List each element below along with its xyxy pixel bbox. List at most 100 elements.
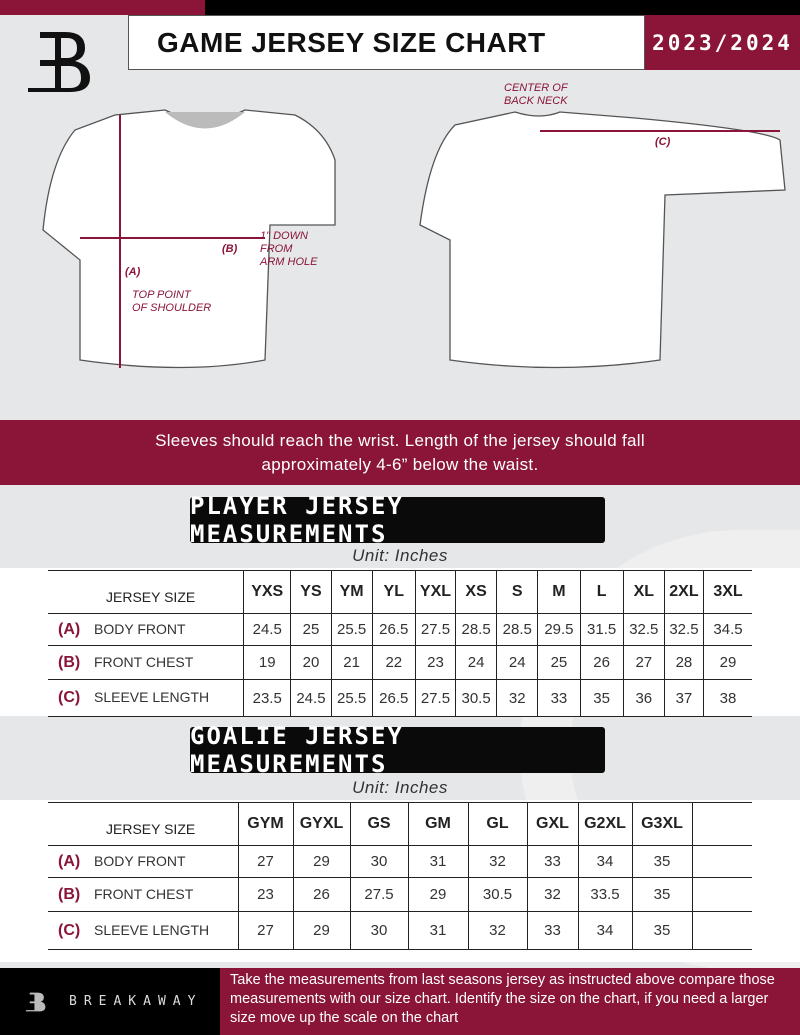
size-column-header: GYM xyxy=(237,802,293,846)
measurement-value: 21 xyxy=(330,645,373,680)
measurement-value: 31 xyxy=(407,845,468,878)
jersey-diagram xyxy=(42,109,786,369)
measurement-value: 30.5 xyxy=(467,877,527,912)
measurement-marker: (B) xyxy=(58,653,81,671)
footer-brand: BREAKAWAY xyxy=(0,968,220,1035)
measurement-value xyxy=(691,911,752,950)
measurement-value: 29 xyxy=(292,911,350,950)
goalie-size-table: JERSEY SIZE GYM GYXL GS GM GL GXL G2XL G3XL (A) BO… xyxy=(48,802,752,950)
top-bar-accent xyxy=(0,0,205,15)
measurement-name: FRONT CHEST xyxy=(94,885,194,902)
measurement-value: 29 xyxy=(703,645,752,680)
measurement-value: 34 xyxy=(577,845,632,878)
size-column-header: L xyxy=(579,570,624,614)
measurement-value: 30 xyxy=(349,845,408,878)
measurement-value: 23.5 xyxy=(243,679,291,717)
measurement-value: 33 xyxy=(526,911,578,950)
measurement-label: (C) SLEEVE LENGTH xyxy=(48,679,244,717)
table-row: (A) BODY FRONT 24.5 25 25.5 26.5 27.5 28.5 28.5 2… xyxy=(48,613,752,646)
goalie-unit: Unit: Inches xyxy=(352,778,448,797)
measurement-name: FRONT CHEST xyxy=(94,653,194,670)
measurement-value: 32 xyxy=(467,911,527,950)
measurement-value: 32 xyxy=(496,679,538,717)
measurement-value: 24.5 xyxy=(290,679,332,717)
measurement-value: 29.5 xyxy=(537,613,581,646)
measurement-value: 25.5 xyxy=(330,613,373,646)
measurement-value: 24.5 xyxy=(243,613,291,646)
marker-b: (B) xyxy=(222,243,238,255)
measurement-value: 23 xyxy=(414,645,456,680)
measurement-value: 34 xyxy=(577,911,632,950)
measurement-marker: (A) xyxy=(58,852,81,870)
table-header-row: JERSEY SIZE YXS YS YM YL YXL XS S M L XL 2XL 3XL xyxy=(48,570,752,614)
table-row: (B) FRONT CHEST 23 26 27.5 29 30.5 32 33.5 35 xyxy=(48,877,752,912)
measurement-value: 35 xyxy=(631,877,692,912)
measurement-value: 29 xyxy=(407,877,468,912)
breakaway-logo xyxy=(28,32,90,92)
measurement-name: SLEEVE LENGTH xyxy=(94,921,210,938)
measurement-marker: (C) xyxy=(58,921,81,939)
measurement-value: 25 xyxy=(537,645,581,680)
size-column-header: 3XL xyxy=(703,570,752,614)
measurement-value: 28.5 xyxy=(455,613,497,646)
shoulder-note: TOP POINT OF SHOULDER xyxy=(132,289,212,314)
measurement-value: 33 xyxy=(526,845,578,878)
measurement-value: 36 xyxy=(622,679,665,717)
table-row: (B) FRONT CHEST 19 20 21 22 23 24 24 25 26 27 28 29 xyxy=(48,645,752,680)
measurement-value: 29 xyxy=(292,845,350,878)
measurement-value: 27.5 xyxy=(349,877,408,912)
instruction-line-2: approximately 4-6” below the waist. xyxy=(261,455,539,474)
brand-name: BREAKAWAY xyxy=(69,994,203,1009)
size-column-header: 2XL xyxy=(663,570,704,614)
goalie-section-title: GOALIE JERSEY MEASUREMENTS xyxy=(190,722,605,778)
measurement-marker: (A) xyxy=(58,620,81,638)
measurement-value: 27.5 xyxy=(414,679,456,717)
measurement-label: (B) FRONT CHEST xyxy=(48,877,238,912)
measurement-value: 37 xyxy=(663,679,704,717)
measurement-value: 32 xyxy=(467,845,527,878)
measurement-value: 32 xyxy=(526,877,578,912)
table-row: (A) BODY FRONT 27 29 30 31 32 33 34 35 xyxy=(48,845,752,878)
size-column-header: GXL xyxy=(526,802,578,846)
measurement-label: (B) FRONT CHEST xyxy=(48,645,244,680)
measurement-name: BODY FRONT xyxy=(94,620,186,637)
size-column-header: M xyxy=(537,570,581,614)
measurement-value: 26.5 xyxy=(371,613,416,646)
measurement-name: SLEEVE LENGTH xyxy=(94,689,210,705)
measurement-value: 33 xyxy=(537,679,581,717)
measurement-value: 25.5 xyxy=(330,679,373,717)
table-row: (C) SLEEVE LENGTH 23.5 24.5 25.5 26.5 27.5 30.5… xyxy=(48,679,752,717)
player-size-table: JERSEY SIZE YXS YS YM YL YXL XS S M L XL 2XL 3XL (A) B… xyxy=(48,570,752,717)
marker-a: (A) xyxy=(125,266,141,278)
measurement-value: 27.5 xyxy=(414,613,456,646)
size-column-header: G2XL xyxy=(577,802,632,846)
size-column-header: GYXL xyxy=(292,802,350,846)
size-column-header: YL xyxy=(371,570,416,614)
measurement-marker: (C) xyxy=(58,689,81,706)
measurement-value: 33.5 xyxy=(577,877,632,912)
size-column-header: YXL xyxy=(414,570,456,614)
measurement-value xyxy=(691,877,752,912)
measurement-value: 30 xyxy=(349,911,408,950)
size-column-header: GL xyxy=(467,802,527,846)
marker-c: (C) xyxy=(655,136,671,148)
measurement-label: (A) BODY FRONT xyxy=(48,613,244,646)
measurement-label: (A) BODY FRONT xyxy=(48,845,238,878)
table-header-row: JERSEY SIZE GYM GYXL GS GM GL GXL G2XL G3XL xyxy=(48,802,752,846)
measurement-value: 26.5 xyxy=(371,679,416,717)
size-column-header: XL xyxy=(622,570,665,614)
measurement-value: 32.5 xyxy=(663,613,704,646)
measurement-value: 24 xyxy=(455,645,497,680)
instruction-line-1: Sleeves should reach the wrist. Length o… xyxy=(155,431,645,450)
measurement-marker: (B) xyxy=(58,885,81,903)
measurement-value: 35 xyxy=(631,911,692,950)
measurement-value: 32.5 xyxy=(622,613,665,646)
measurement-value: 35 xyxy=(579,679,624,717)
size-column-header: S xyxy=(496,570,538,614)
measurement-value: 38 xyxy=(703,679,752,717)
player-section-title: PLAYER JERSEY MEASUREMENTS xyxy=(190,492,605,548)
measurement-value: 27 xyxy=(237,845,293,878)
measurement-value: 34.5 xyxy=(703,613,752,646)
measurement-value: 30.5 xyxy=(455,679,497,717)
measurement-value: 20 xyxy=(290,645,332,680)
